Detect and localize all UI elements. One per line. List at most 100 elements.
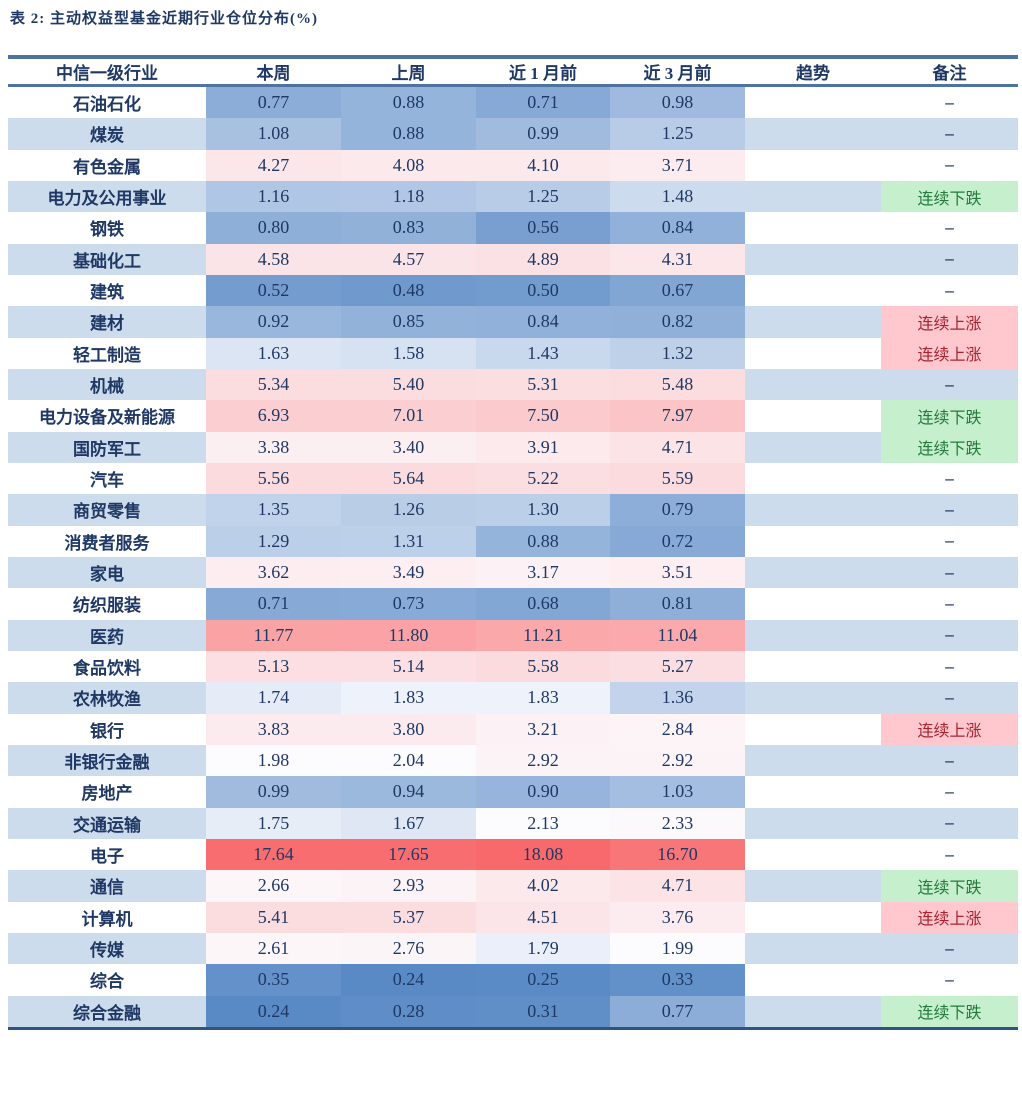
position-value: 0.50 [476, 274, 610, 307]
position-value: 11.77 [206, 619, 341, 651]
position-value: 4.02 [476, 870, 610, 902]
table-row: 商贸零售 1.35 1.26 1.30 0.79 – [8, 494, 1018, 526]
remark-dash: – [945, 687, 954, 707]
position-value: 5.37 [341, 901, 476, 933]
remark-badge: 连续上涨 [881, 306, 1018, 338]
position-value: 5.64 [341, 462, 476, 495]
position-value: 0.28 [341, 995, 476, 1027]
position-value: 5.22 [476, 462, 610, 495]
position-value: 1.25 [610, 118, 745, 150]
position-value: 0.94 [341, 776, 476, 808]
col-header-trend: 趋势 [796, 64, 830, 83]
position-value: 7.01 [341, 400, 476, 432]
trend-cell [745, 212, 881, 243]
industry-name: 轻工制造 [73, 345, 141, 365]
position-value: 4.71 [610, 431, 745, 463]
position-value: 3.91 [476, 431, 610, 463]
position-value: 0.24 [206, 995, 341, 1027]
industry-name: 综合 [90, 972, 124, 992]
trend-cell [745, 933, 881, 964]
trend-cell [745, 776, 881, 807]
position-value: 1.79 [476, 932, 610, 965]
industry-name: 综合金融 [73, 1003, 141, 1023]
position-value: 0.83 [341, 212, 476, 244]
industry-name: 煤炭 [90, 126, 124, 146]
remark-dash: – [945, 217, 954, 237]
trend-cell [745, 557, 881, 588]
industry-name: 计算机 [81, 909, 133, 929]
trend-cell [745, 526, 881, 557]
position-value: 6.93 [206, 400, 341, 432]
trend-cell [745, 808, 881, 839]
industry-name: 传媒 [90, 941, 124, 961]
table-row: 非银行金融 1.98 2.04 2.92 2.92– [8, 744, 1018, 777]
position-value: 0.88 [341, 87, 476, 119]
position-value: 0.67 [610, 274, 745, 307]
position-value: 0.68 [476, 588, 610, 620]
position-value: 0.90 [476, 776, 610, 808]
position-value: 1.29 [206, 525, 341, 557]
trend-cell [745, 714, 881, 745]
remark-dash: – [945, 531, 954, 551]
remark-badge: 连续下跌 [881, 870, 1018, 902]
position-value: 0.99 [206, 776, 341, 808]
industry-name: 电子 [90, 847, 124, 867]
trend-cell [745, 181, 881, 212]
position-value: 0.33 [610, 964, 745, 996]
table-row: 有色金属 4.27 4.08 4.10 3.71 – [8, 149, 1018, 181]
position-value: 11.21 [476, 619, 610, 651]
remark-dash: – [945, 969, 954, 989]
remark-dash: – [945, 123, 954, 143]
industry-name: 钢铁 [90, 220, 124, 240]
remark-dash: – [945, 374, 954, 394]
table-row: 家电 3.62 3.49 3.17 3.51 – [8, 556, 1018, 589]
position-value: 0.35 [206, 964, 341, 996]
position-value: 3.83 [206, 713, 341, 745]
table-row: 石油石化 0.77 0.88 0.71 0.98 – [8, 87, 1018, 119]
trend-cell [745, 338, 881, 369]
table-row: 综合 0.35 0.24 0.25 0.33 – [8, 964, 1018, 996]
position-value: 5.41 [206, 901, 341, 933]
table-row: 食品饮料 5.13 5.14 5.58 5.27 – [8, 650, 1018, 683]
remark-dash: – [945, 750, 954, 770]
position-value: 17.64 [206, 838, 341, 871]
table-row: 建材 0.92 0.85 0.84 0.82 连续上涨 [8, 306, 1018, 338]
col-header-1-month-ago: 近 1 月前 [509, 64, 577, 83]
table-top-border [8, 55, 1018, 59]
table-header-row: 中信一级行业 本周 上周 近 1 月前 近 3 月前 趋势 备注 [8, 59, 1018, 87]
trend-cell [745, 87, 881, 118]
position-value: 1.32 [610, 337, 745, 369]
position-value: 1.26 [341, 494, 476, 526]
position-value: 0.85 [341, 306, 476, 338]
position-value: 1.03 [610, 776, 745, 808]
position-value: 2.92 [610, 744, 745, 777]
position-value: 1.08 [206, 118, 341, 150]
position-value: 18.08 [476, 838, 610, 871]
position-value: 3.76 [610, 901, 745, 933]
position-value: 0.77 [206, 87, 341, 119]
position-value: 1.16 [206, 180, 341, 213]
table-title: 表 2: 主动权益型基金近期行业仓位分布(%) [10, 11, 318, 27]
trend-cell [745, 651, 881, 682]
position-value: 1.83 [476, 682, 610, 714]
industry-name: 银行 [90, 721, 124, 741]
position-value: 3.71 [610, 149, 745, 181]
remark-dash: – [945, 844, 954, 864]
position-value: 3.40 [341, 431, 476, 463]
position-value: 0.71 [476, 87, 610, 119]
industry-name: 房地产 [81, 784, 133, 804]
position-value: 11.80 [341, 619, 476, 651]
remark-dash: – [945, 562, 954, 582]
position-value: 7.50 [476, 400, 610, 432]
remark-badge: 连续上涨 [881, 713, 1018, 745]
remark-dash: – [945, 155, 954, 175]
industry-name: 医药 [90, 627, 124, 647]
trend-cell [745, 996, 881, 1027]
position-value: 1.99 [610, 932, 745, 965]
position-value: 5.31 [476, 368, 610, 401]
position-value: 0.81 [610, 588, 745, 620]
position-value: 0.48 [341, 274, 476, 307]
table-row: 汽车 5.56 5.64 5.22 5.59 – [8, 462, 1018, 495]
table-row: 医药 11.77 11.80 11.21 11.04 – [8, 619, 1018, 651]
table-bottom-border [8, 1026, 1018, 1030]
